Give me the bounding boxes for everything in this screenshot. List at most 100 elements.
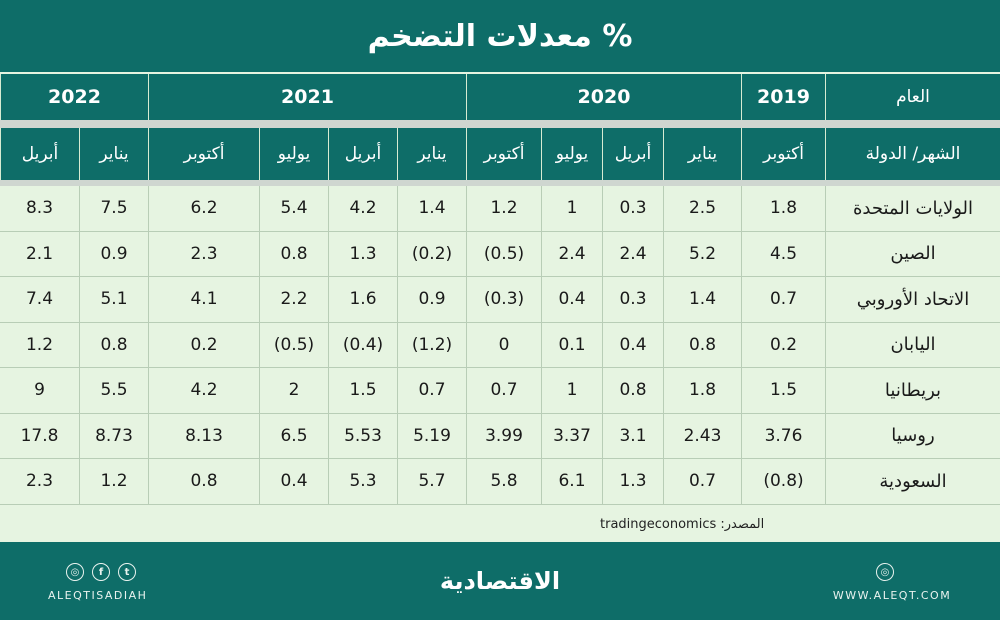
inflation-value: 2.43 bbox=[663, 413, 741, 459]
inflation-value: 3.37 bbox=[541, 413, 602, 459]
globe-icon: ◎ bbox=[876, 563, 894, 581]
inflation-value: (0.4) bbox=[328, 322, 397, 368]
header-gap bbox=[0, 120, 1000, 128]
inflation-value: 1 bbox=[541, 368, 602, 414]
inflation-value: 5.3 bbox=[328, 459, 397, 505]
month-header: يناير bbox=[663, 128, 741, 180]
inflation-value: 0.8 bbox=[79, 322, 148, 368]
month-header: أكتوبر bbox=[741, 128, 825, 180]
social-handle: ALEQTISADIAH bbox=[48, 589, 148, 602]
inflation-value: (0.5) bbox=[259, 322, 328, 368]
year-2020: 2020 bbox=[466, 74, 741, 120]
inflation-value: 2 bbox=[259, 368, 328, 414]
inflation-value: 1.8 bbox=[741, 186, 825, 232]
inflation-value: 5.2 bbox=[663, 231, 741, 277]
inflation-value: 5.5 bbox=[79, 368, 148, 414]
inflation-value: 7.4 bbox=[0, 277, 79, 323]
inflation-value: 2.4 bbox=[602, 231, 663, 277]
month-header: أكتوبر bbox=[466, 128, 541, 180]
inflation-table: الولايات المتحدة 1.8 2.5 0.3 1 1.2 1.4 4.2 5.4 6.… bbox=[0, 186, 1000, 506]
source-note: المصدر: tradingeconomics bbox=[600, 516, 765, 532]
inflation-value: 1.8 bbox=[663, 368, 741, 414]
inflation-value: (0.5) bbox=[466, 231, 541, 277]
inflation-value: 0.4 bbox=[602, 322, 663, 368]
inflation-value: 0.1 bbox=[541, 322, 602, 368]
year-header-row: 2022 2021 2020 2019 العام bbox=[0, 74, 1000, 120]
inflation-value: 0.9 bbox=[397, 277, 466, 323]
month-country-label: الشهر/ الدولة bbox=[825, 128, 1000, 180]
month-header: أكتوبر bbox=[148, 128, 259, 180]
inflation-value: 0.8 bbox=[259, 231, 328, 277]
country-name: الاتحاد الأوروبي bbox=[825, 277, 1000, 323]
inflation-value: 6.2 bbox=[148, 186, 259, 232]
inflation-value: 4.5 bbox=[741, 231, 825, 277]
website-url[interactable]: WWW.ALEQT.COM bbox=[832, 589, 952, 602]
inflation-value: 4.2 bbox=[328, 186, 397, 232]
inflation-value: (0.8) bbox=[741, 459, 825, 505]
inflation-value: 6.1 bbox=[541, 459, 602, 505]
country-name: الولايات المتحدة bbox=[825, 186, 1000, 232]
facebook-icon[interactable]: f bbox=[92, 563, 110, 581]
footer: ◎ f t ALEQTISADIAH الاقتصادية ◎ WWW.ALEQ… bbox=[0, 542, 1000, 620]
inflation-value: 2.1 bbox=[0, 232, 79, 277]
inflation-value: 0.2 bbox=[741, 322, 825, 368]
inflation-value: 0.4 bbox=[259, 459, 328, 505]
country-name: بريطانيا bbox=[825, 368, 1000, 414]
inflation-value: 0.8 bbox=[602, 368, 663, 414]
inflation-value: 0.2 bbox=[148, 322, 259, 368]
inflation-value: 1.5 bbox=[328, 368, 397, 414]
inflation-value: 0.8 bbox=[148, 459, 259, 505]
inflation-value: 4.2 bbox=[148, 368, 259, 414]
country-name: روسيا bbox=[825, 413, 1000, 459]
country-name: اليابان bbox=[825, 322, 1000, 368]
inflation-value: 0.4 bbox=[541, 277, 602, 323]
inflation-value: 2.3 bbox=[0, 459, 79, 505]
year-label: العام bbox=[825, 74, 1000, 120]
inflation-value: 2.3 bbox=[148, 231, 259, 277]
inflation-value: 0.3 bbox=[602, 186, 663, 232]
inflation-value: 3.99 bbox=[466, 413, 541, 459]
inflation-value: 3.76 bbox=[741, 413, 825, 459]
month-header: يوليو bbox=[259, 128, 328, 180]
inflation-value: 1.2 bbox=[466, 186, 541, 232]
inflation-value: 17.8 bbox=[0, 414, 79, 459]
inflation-value: 7.5 bbox=[79, 186, 148, 232]
inflation-value: 2.5 bbox=[663, 186, 741, 232]
month-header: يناير bbox=[397, 128, 466, 180]
inflation-value: 5.1 bbox=[79, 277, 148, 323]
month-header: أبريل bbox=[328, 128, 397, 180]
inflation-value: (1.2) bbox=[397, 322, 466, 368]
inflation-value: (0.2) bbox=[397, 231, 466, 277]
country-name: السعودية bbox=[825, 459, 1000, 505]
page-title: معدلات التضخم % bbox=[0, 0, 1000, 72]
inflation-value: 1.2 bbox=[79, 459, 148, 505]
inflation-value: 1 bbox=[541, 186, 602, 232]
inflation-value: 0.7 bbox=[663, 459, 741, 505]
inflation-value: 0.3 bbox=[602, 277, 663, 323]
country-name: الصين bbox=[825, 231, 1000, 277]
month-header: يناير bbox=[79, 128, 148, 180]
inflation-value: 8.13 bbox=[148, 413, 259, 459]
month-header: يوليو bbox=[541, 128, 602, 180]
twitter-icon[interactable]: t bbox=[118, 563, 136, 581]
inflation-value: 1.3 bbox=[602, 459, 663, 505]
inflation-value: 1.2 bbox=[0, 323, 79, 368]
inflation-value: (0.3) bbox=[466, 277, 541, 323]
inflation-value: 8.3 bbox=[0, 186, 79, 232]
inflation-value: 2.4 bbox=[541, 231, 602, 277]
header-gap bbox=[0, 180, 1000, 186]
year-2022: 2022 bbox=[0, 74, 148, 120]
social-icons: ◎ f t bbox=[66, 563, 156, 583]
inflation-value: 6.5 bbox=[259, 413, 328, 459]
inflation-value: 5.19 bbox=[397, 413, 466, 459]
month-header: أبريل bbox=[0, 128, 79, 180]
instagram-icon[interactable]: ◎ bbox=[66, 563, 84, 581]
inflation-value: 0.7 bbox=[466, 368, 541, 414]
inflation-value: 5.53 bbox=[328, 413, 397, 459]
inflation-value: 0.9 bbox=[79, 231, 148, 277]
brand-logo: الاقتصادية bbox=[439, 567, 561, 595]
inflation-value: 0.8 bbox=[663, 322, 741, 368]
month-header: أبريل bbox=[602, 128, 663, 180]
month-header-row: أبريل يناير أكتوبر يوليو أبريل يناير أكت… bbox=[0, 128, 1000, 180]
year-2021: 2021 bbox=[148, 74, 466, 120]
